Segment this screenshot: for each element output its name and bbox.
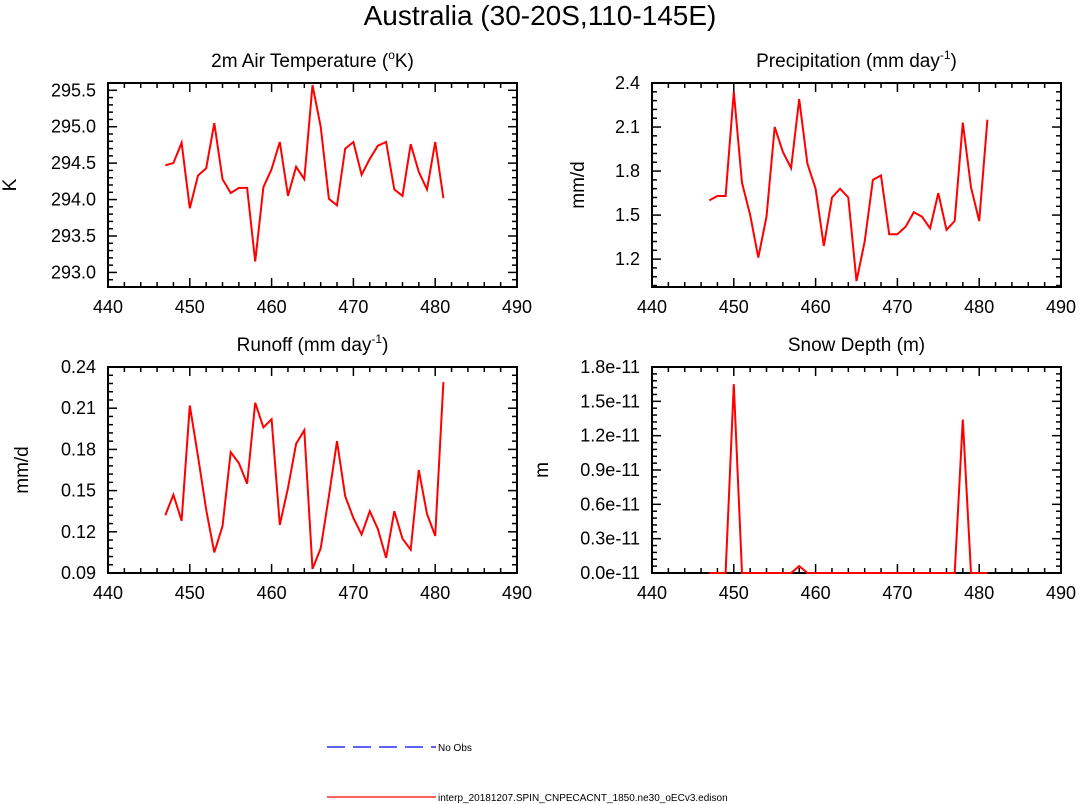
panel-title-superscript: o [388, 48, 395, 62]
y-tick-label: 295.5 [51, 80, 96, 100]
y-tick-label: 0.9e-11 [580, 460, 640, 480]
panel-title-text: 2m Air Temperature ( [211, 51, 389, 72]
x-tick-label: 470 [882, 297, 912, 317]
panel-title: Precipitation (mm day-1) [756, 48, 957, 72]
y-axis-label: mm/d [568, 161, 589, 209]
x-tick-label: 470 [338, 583, 368, 603]
y-tick-label: 295.0 [51, 117, 96, 137]
x-tick-label: 490 [1046, 297, 1076, 317]
y-tick-label: 0.09 [61, 563, 96, 583]
x-tick-label: 460 [801, 583, 831, 603]
panel-title: Runoff (mm day-1) [237, 332, 389, 356]
panel-title-suffix: ) [951, 51, 957, 72]
y-tick-label: 2.1 [615, 117, 640, 137]
y-tick-label: 2.4 [615, 73, 640, 93]
x-tick-label: 440 [93, 583, 123, 603]
panel-title-superscript: -1 [940, 48, 951, 62]
panel-title-text: Precipitation (mm day [756, 51, 940, 72]
axes-frame [107, 366, 518, 574]
panel-title-suffix: ) [382, 335, 388, 356]
x-tick-label: 470 [882, 583, 912, 603]
legend: No Obs interp_20181207.SPIN_CNPECACNT_18… [327, 743, 728, 804]
axes-frame [651, 366, 1062, 574]
panel-air-temperature: 2m Air Temperature (oK) 440 450 460 470 480 49… [0, 48, 532, 317]
axes-frame [107, 82, 518, 288]
y-tick-label: 1.2e-11 [580, 426, 640, 446]
panel-snow-depth: Snow Depth (m) 440 450 460 470 480 490 0.0e-11 0… [532, 335, 1076, 603]
x-tick-label: 490 [1046, 583, 1076, 603]
y-tick-label: 294.5 [51, 153, 96, 173]
y-tick-label: 0.6e-11 [580, 494, 640, 514]
x-tick-label: 460 [257, 297, 287, 317]
series-line-model [164, 382, 445, 570]
y-tick-label: 1.8 [615, 161, 640, 181]
panel-title: Snow Depth (m) [788, 335, 925, 356]
x-tick-label: 450 [719, 297, 749, 317]
x-tick-label: 460 [801, 297, 831, 317]
x-tick-label: 440 [637, 583, 667, 603]
y-tick-label: 294.0 [51, 190, 96, 210]
x-tick-label: 460 [257, 583, 287, 603]
x-tick-label: 450 [175, 583, 205, 603]
series-line-model [165, 85, 445, 262]
y-tick-label: 0.12 [61, 522, 96, 542]
y-tick-label: 0.0e-11 [580, 563, 640, 583]
x-tick-label: 490 [502, 583, 532, 603]
y-axis-label: K [0, 178, 21, 191]
y-tick-label: 1.2 [615, 249, 640, 269]
legend-model-label: interp_20181207.SPIN_CNPECACNT_1850.ne30… [438, 793, 728, 804]
panel-title-text: Runoff (mm day [237, 335, 372, 356]
series-line-model [709, 384, 988, 574]
x-tick-label: 480 [420, 583, 450, 603]
y-tick-label: 293.5 [51, 226, 96, 246]
legend-obs-label: No Obs [438, 743, 472, 754]
panel-title-suffix: K) [395, 51, 414, 72]
panel-precipitation: Precipitation (mm day-1) 440 450 460 470 480 4… [568, 48, 1076, 317]
x-tick-label: 480 [964, 297, 994, 317]
y-tick-label: 0.21 [61, 398, 96, 418]
y-tick-label: 1.5e-11 [580, 391, 640, 411]
series-line-model [708, 91, 989, 282]
x-tick-label: 450 [175, 297, 205, 317]
x-tick-label: 480 [964, 583, 994, 603]
y-tick-label: 0.18 [61, 439, 96, 459]
y-tick-label: 0.3e-11 [580, 529, 640, 549]
y-axis-label: mm/d [12, 446, 33, 494]
panel-title: 2m Air Temperature (oK) [211, 48, 414, 72]
y-tick-label: 293.0 [51, 262, 96, 282]
y-tick-label: 1.5 [615, 205, 640, 225]
y-tick-label: 0.15 [61, 481, 96, 501]
axes-frame [651, 82, 1062, 288]
panel-title-text: Snow Depth (m) [788, 335, 925, 356]
x-tick-label: 440 [637, 297, 667, 317]
y-tick-label: 1.8e-11 [580, 357, 640, 377]
x-tick-label: 450 [719, 583, 749, 603]
x-tick-label: 470 [338, 297, 368, 317]
y-tick-label: 0.24 [61, 357, 96, 377]
x-tick-label: 480 [420, 297, 450, 317]
y-axis-label: m [532, 462, 553, 478]
figure-title: Australia (30-20S,110-145E) [364, 0, 717, 31]
panel-title-superscript: -1 [371, 332, 382, 346]
x-tick-label: 490 [502, 297, 532, 317]
x-tick-label: 440 [93, 297, 123, 317]
panel-runoff: Runoff (mm day-1) 440 450 460 470 480 490 0.09 0… [12, 332, 532, 603]
